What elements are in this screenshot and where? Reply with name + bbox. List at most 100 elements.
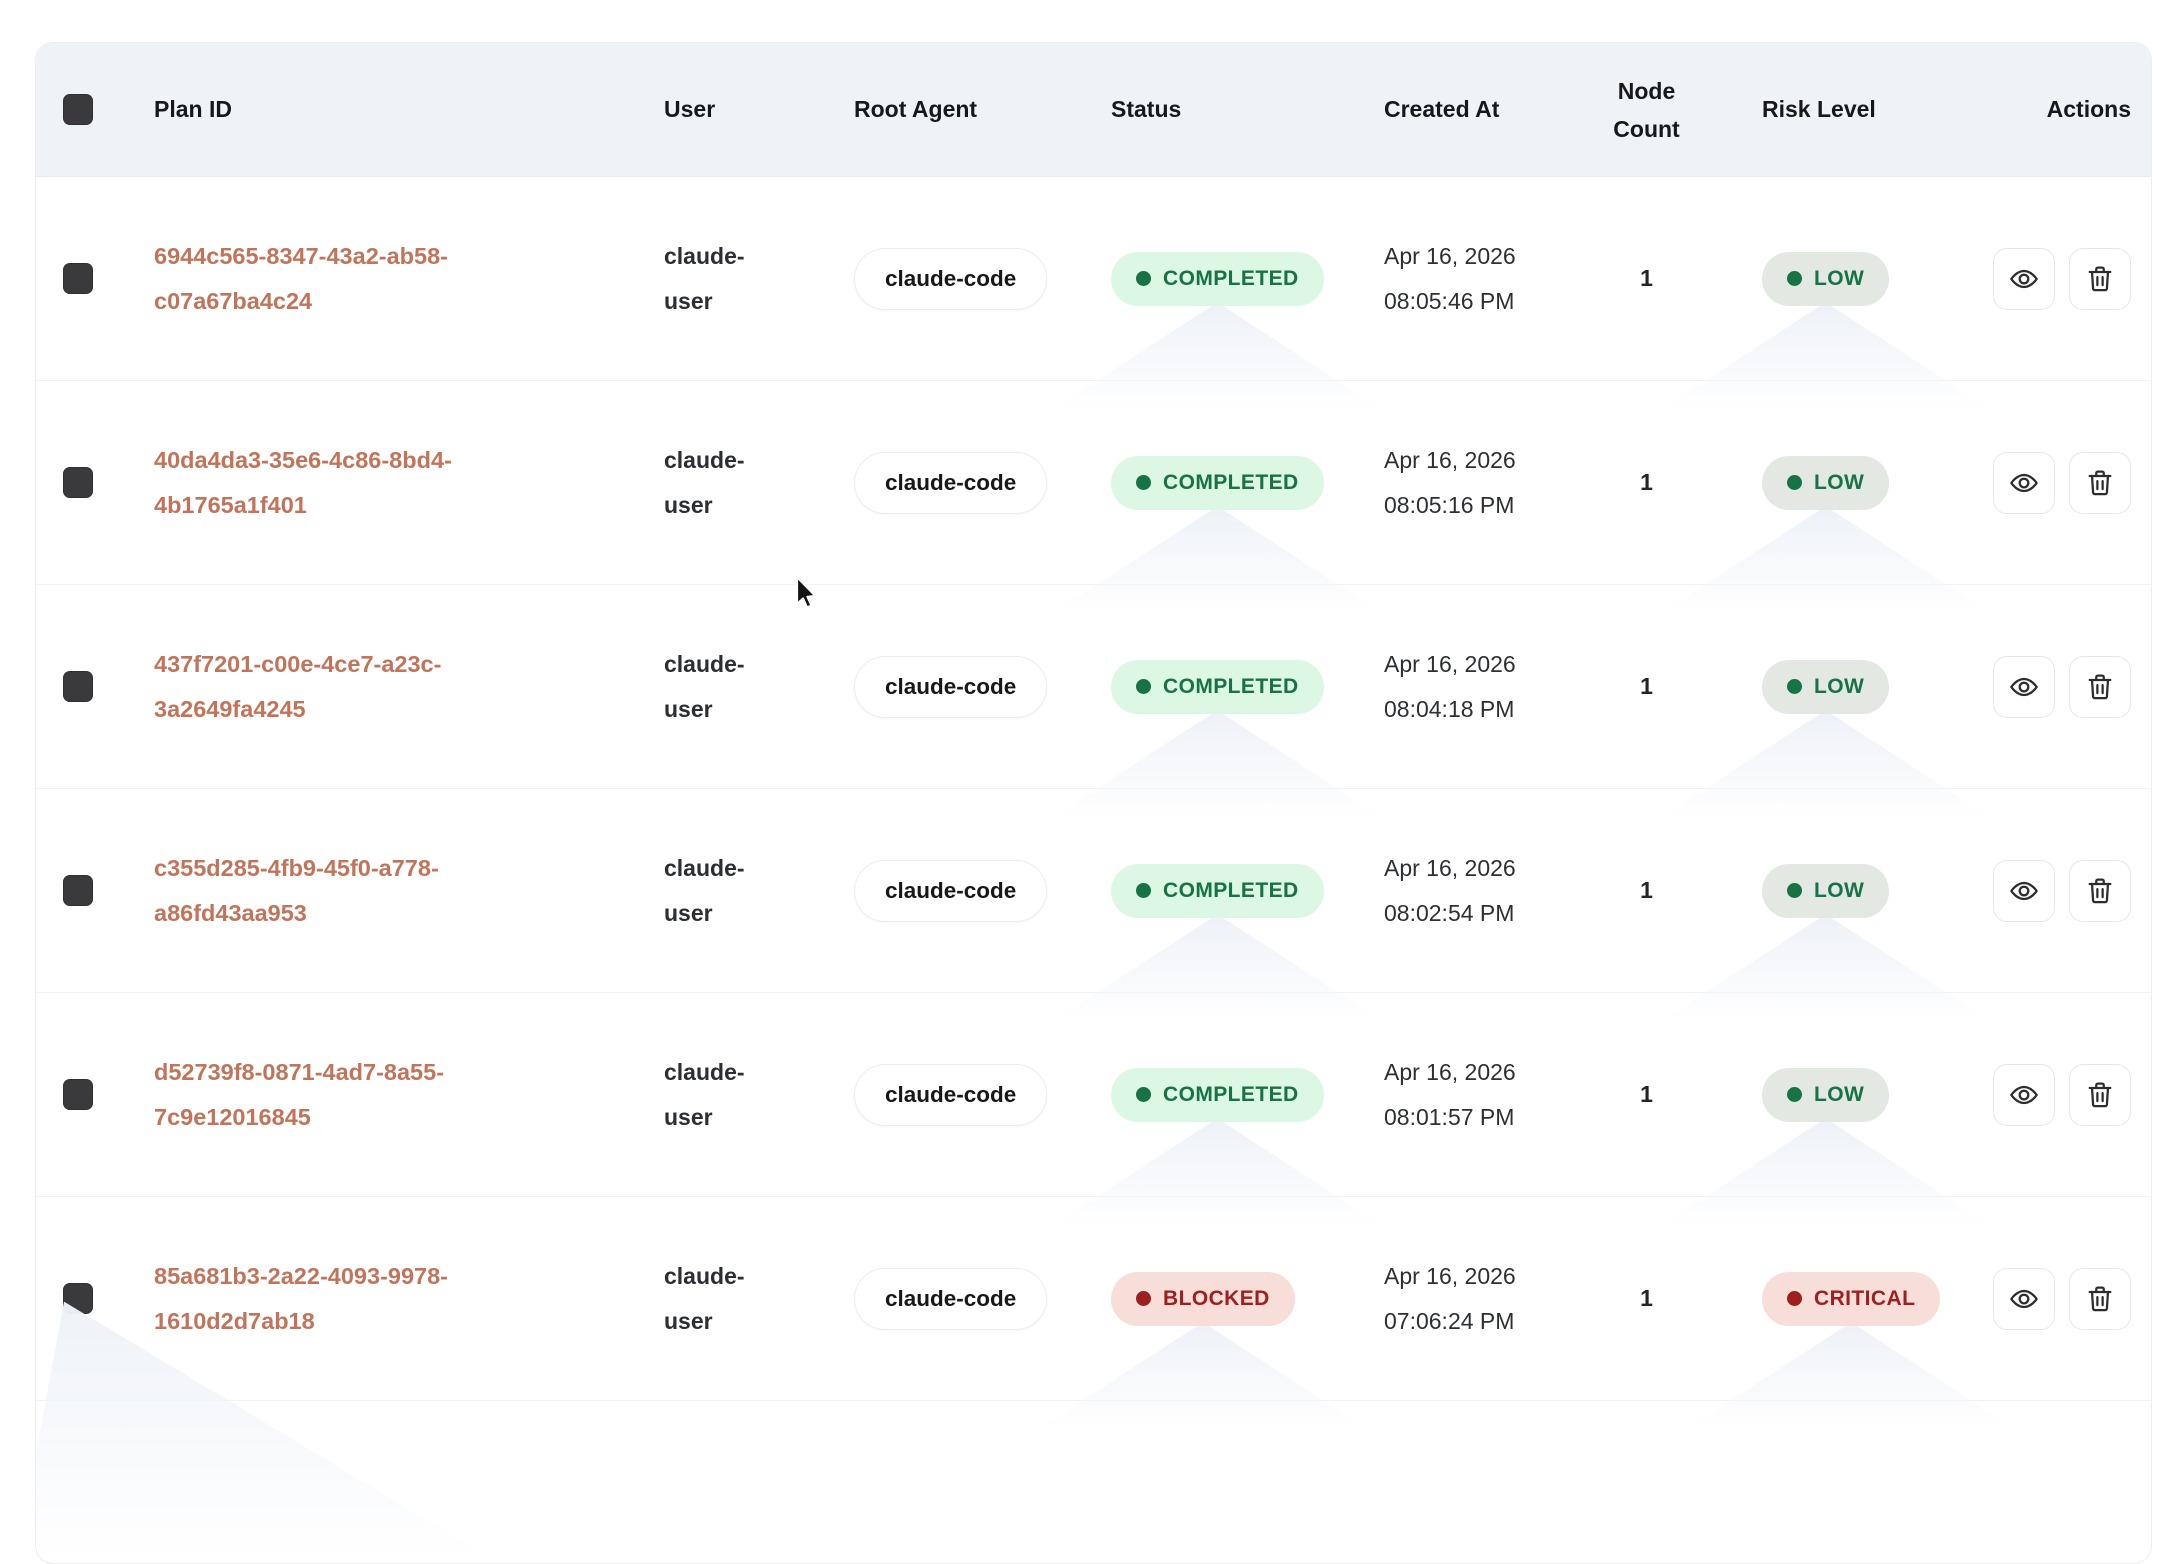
risk-level-cell: LOW: [1659, 863, 1992, 1023]
user-label: claude-user: [664, 242, 745, 314]
header-status: Status: [1099, 96, 1384, 123]
root-agent-badge: claude-code: [854, 1063, 1048, 1126]
header-select-cell: [36, 94, 154, 125]
root-agent-badge: claude-code: [854, 451, 1048, 514]
node-count-value: 1: [1640, 469, 1653, 495]
row-checkbox[interactable]: [63, 1079, 93, 1110]
status-dot-icon: [1136, 271, 1151, 286]
node-count-cell: 1: [1589, 265, 1704, 292]
view-button[interactable]: [1993, 1267, 2055, 1330]
created-at-value: Apr 16, 2026 08:05:46 PM: [1384, 242, 1516, 314]
plan-id-link[interactable]: 85a681b3-2a22-4093-9978-1610d2d7ab18: [154, 1262, 448, 1334]
status-badge: BLOCKED: [1111, 1271, 1295, 1326]
header-risk-level-label: Risk Level: [1762, 96, 1876, 122]
user-cell: claude-user: [629, 846, 839, 936]
view-button[interactable]: [1993, 247, 2055, 310]
status-badge: COMPLETED: [1111, 251, 1324, 306]
view-button[interactable]: [1993, 655, 2055, 718]
node-count-value: 1: [1640, 1285, 1653, 1311]
risk-level-cell: LOW: [1659, 659, 1992, 819]
header-actions: Actions: [1974, 96, 2151, 123]
select-all-checkbox[interactable]: [63, 94, 93, 125]
eye-icon: [2009, 1080, 2039, 1110]
risk-dot-icon: [1787, 271, 1802, 286]
status-cell: COMPLETED: [1051, 659, 1384, 819]
status-badge: COMPLETED: [1111, 1067, 1324, 1122]
row-checkbox[interactable]: [63, 263, 93, 294]
actions-cell: [1974, 1063, 2151, 1126]
table-row: 40da4da3-35e6-4c86-8bd4-4b1765a1f401 cla…: [36, 381, 2151, 615]
risk-dot-icon: [1787, 1291, 1802, 1306]
plan-id-link[interactable]: c355d285-4fb9-45f0-a778-a86fd43aa953: [154, 854, 439, 926]
plan-id-cell: d52739f8-0871-4ad7-8a55-7c9e12016845: [154, 1050, 629, 1140]
risk-badge: LOW: [1762, 659, 1890, 714]
status-dot-icon: [1136, 883, 1151, 898]
plan-id-link[interactable]: 6944c565-8347-43a2-ab58-c07a67ba4c24: [154, 242, 448, 314]
status-label: COMPLETED: [1163, 674, 1299, 698]
risk-label: LOW: [1814, 1082, 1865, 1106]
risk-dot-icon: [1787, 1087, 1802, 1102]
plan-id-cell: 437f7201-c00e-4ce7-a23c-3a2649fa4245: [154, 642, 629, 732]
plan-id-cell: 85a681b3-2a22-4093-9978-1610d2d7ab18: [154, 1254, 629, 1344]
status-dot-icon: [1136, 679, 1151, 694]
actions-cell: [1974, 859, 2151, 922]
node-count-cell: 1: [1589, 1081, 1704, 1108]
created-at-cell: Apr 16, 2026 07:06:24 PM: [1384, 1254, 1589, 1344]
risk-dot-icon: [1787, 679, 1802, 694]
status-cell: BLOCKED: [1036, 1271, 1384, 1431]
user-cell: claude-user: [629, 234, 839, 324]
row-checkbox[interactable]: [63, 1283, 93, 1314]
delete-button[interactable]: [2069, 859, 2131, 922]
created-at-value: Apr 16, 2026 08:04:18 PM: [1384, 650, 1516, 722]
risk-level-cell: LOW: [1659, 1067, 1992, 1227]
status-dot-icon: [1136, 1291, 1151, 1306]
root-agent-cell: claude-code: [839, 1267, 1099, 1330]
view-button[interactable]: [1993, 1063, 2055, 1126]
status-dot-icon: [1136, 475, 1151, 490]
user-label: claude-user: [664, 1262, 745, 1334]
user-label: claude-user: [664, 1058, 745, 1130]
risk-label: LOW: [1814, 878, 1865, 902]
plans-table-card: Plan ID User Root Agent Status Created A…: [35, 42, 2152, 1564]
header-node-count: Node Count: [1589, 72, 1704, 148]
root-agent-badge: claude-code: [854, 1267, 1048, 1330]
delete-button[interactable]: [2069, 451, 2131, 514]
plan-id-link[interactable]: d52739f8-0871-4ad7-8a55-7c9e12016845: [154, 1058, 445, 1130]
created-at-cell: Apr 16, 2026 08:04:18 PM: [1384, 642, 1589, 732]
header-plan-id: Plan ID: [154, 96, 629, 123]
status-cell: COMPLETED: [1051, 1067, 1384, 1227]
eye-icon: [2009, 264, 2039, 294]
user-cell: claude-user: [629, 1254, 839, 1344]
view-button[interactable]: [1993, 451, 2055, 514]
created-at-value: Apr 16, 2026 08:02:54 PM: [1384, 854, 1516, 926]
plan-id-link[interactable]: 437f7201-c00e-4ce7-a23c-3a2649fa4245: [154, 650, 442, 722]
row-checkbox[interactable]: [63, 875, 93, 906]
user-label: claude-user: [664, 446, 745, 518]
row-select-cell: [36, 1283, 496, 1562]
row-select-cell: [36, 1079, 154, 1110]
status-label: COMPLETED: [1163, 1082, 1299, 1106]
node-count-cell: 1: [1589, 1285, 1704, 1312]
row-checkbox[interactable]: [63, 467, 93, 498]
user-label: claude-user: [664, 854, 745, 926]
delete-button[interactable]: [2069, 655, 2131, 718]
table-row: d52739f8-0871-4ad7-8a55-7c9e12016845 cla…: [36, 993, 2151, 1227]
risk-badge: LOW: [1762, 455, 1890, 510]
delete-button[interactable]: [2069, 247, 2131, 310]
beam-decoration: [1036, 1322, 1369, 1431]
risk-badge: LOW: [1762, 1067, 1890, 1122]
status-dot-icon: [1136, 1087, 1151, 1102]
risk-label: LOW: [1814, 266, 1865, 290]
delete-button[interactable]: [2069, 1267, 2131, 1330]
row-checkbox[interactable]: [63, 671, 93, 702]
trash-icon: [2085, 1284, 2115, 1314]
view-button[interactable]: [1993, 859, 2055, 922]
eye-icon: [2009, 1284, 2039, 1314]
eye-icon: [2009, 468, 2039, 498]
risk-badge: LOW: [1762, 251, 1890, 306]
root-agent-cell: claude-code: [839, 655, 1099, 718]
table-row: c355d285-4fb9-45f0-a778-a86fd43aa953 cla…: [36, 789, 2151, 1023]
trash-icon: [2085, 264, 2115, 294]
plan-id-link[interactable]: 40da4da3-35e6-4c86-8bd4-4b1765a1f401: [154, 446, 452, 518]
delete-button[interactable]: [2069, 1063, 2131, 1126]
